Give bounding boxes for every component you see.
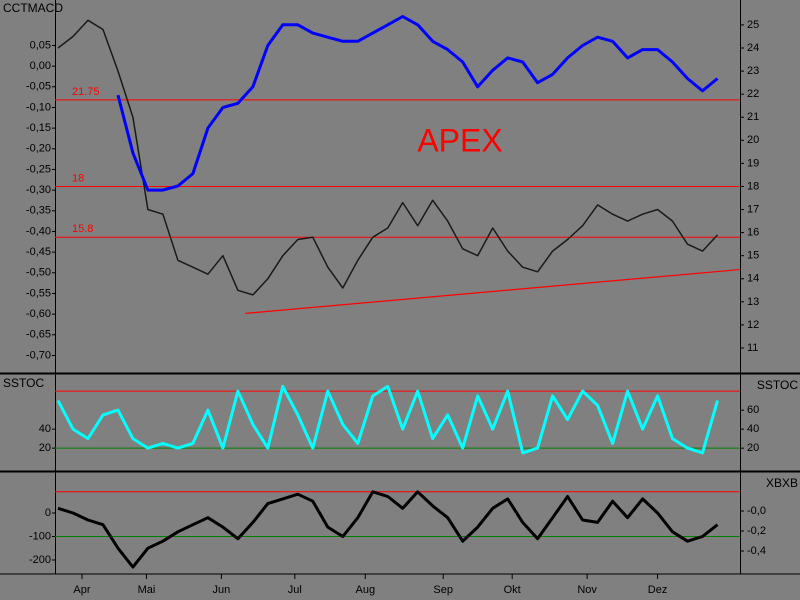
- trend-line: [245, 268, 741, 314]
- y-tick-label: -0,25: [26, 163, 51, 175]
- y2-tick-label: 20: [747, 134, 759, 146]
- y-tick-label: 0,00: [30, 60, 51, 72]
- y2-tick-label: 15: [747, 250, 759, 262]
- y-tick-label: 20: [39, 442, 51, 454]
- y2-tick-label: 23: [747, 65, 759, 77]
- x-tick-label: Dez: [648, 584, 668, 596]
- series-line: [116, 15, 719, 192]
- x-tick-label: Okt: [504, 584, 521, 596]
- y2-tick-label: 60: [747, 404, 759, 416]
- level-label: 21.75: [72, 86, 100, 98]
- y-tick-label: 0,05: [30, 39, 51, 51]
- y2-tick-label: 25: [747, 19, 759, 31]
- panel-title: CCTMACD: [3, 1, 63, 15]
- y2-tick-label: -0,0: [747, 505, 766, 517]
- y2-tick-label: 17: [747, 203, 759, 215]
- x-tick-label: Aug: [355, 584, 375, 596]
- y-tick-label: -0,15: [26, 122, 51, 134]
- y2-tick-label: 13: [747, 296, 759, 308]
- y2-tick-label: 40: [747, 423, 759, 435]
- y2-tick-label: 21: [747, 111, 759, 123]
- y2-tick-label: 24: [747, 42, 759, 54]
- y-tick-label: -0,35: [26, 205, 51, 217]
- series-line: [57, 19, 719, 296]
- y-tick-label: 40: [39, 423, 51, 435]
- y2-tick-label: 11: [747, 342, 758, 354]
- y2-tick-label: 20: [747, 442, 759, 454]
- y-tick-label: -0,60: [26, 308, 51, 320]
- y2-tick-label: 14: [747, 273, 759, 285]
- x-tick-label: Jul: [288, 584, 302, 596]
- annotation: APEX: [417, 122, 502, 158]
- level-label: 18: [72, 172, 84, 184]
- x-tick-label: Nov: [577, 584, 597, 596]
- x-tick-label: Sep: [433, 584, 453, 596]
- y2-tick-label: 18: [747, 180, 759, 192]
- y-tick-label: -0,20: [26, 143, 51, 155]
- y-tick-label: -0,45: [26, 246, 51, 258]
- y-tick-label: -0,55: [26, 287, 51, 299]
- panel-right-label: SSTOC: [757, 378, 798, 392]
- series-line: [56, 384, 719, 455]
- x-tick-label: Apr: [73, 584, 90, 596]
- y2-tick-label: 19: [747, 157, 759, 169]
- y2-tick-label: 16: [747, 227, 759, 239]
- panel-title: SSTOC: [3, 376, 44, 390]
- y-tick-label: -100: [29, 530, 51, 542]
- y-tick-label: -0,40: [26, 225, 51, 237]
- y-tick-label: -0,30: [26, 184, 51, 196]
- x-tick-label: Jun: [213, 584, 231, 596]
- y-tick-label: -200: [29, 554, 51, 566]
- y-tick-label: -0,50: [26, 267, 51, 279]
- x-tick-label: Mai: [138, 584, 156, 596]
- y2-tick-label: -0,2: [747, 525, 766, 537]
- y2-tick-label: -0,4: [747, 545, 766, 557]
- y-tick-label: -0,70: [26, 349, 51, 361]
- y-tick-label: -0,05: [26, 81, 51, 93]
- y-tick-label: -0,65: [26, 329, 51, 341]
- y2-tick-label: 12: [747, 319, 759, 331]
- series-line: [57, 490, 719, 569]
- y-tick-label: -0,10: [26, 101, 51, 113]
- y2-tick-label: 22: [747, 88, 759, 100]
- y-tick-label: 0: [45, 507, 51, 519]
- level-label: 15.8: [72, 223, 93, 235]
- panel-right-label: XBXB: [766, 476, 798, 490]
